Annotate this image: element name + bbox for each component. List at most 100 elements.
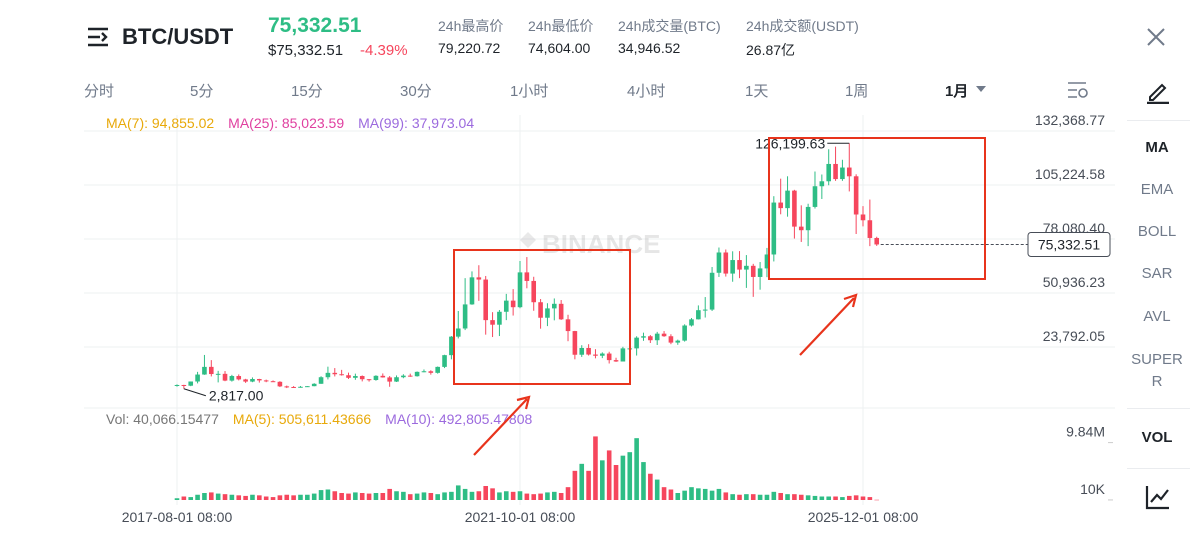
volume-bar	[483, 486, 488, 500]
y-tick-label: 132,368.77	[1035, 112, 1105, 128]
indicator[interactable]: SUPER R	[1131, 351, 1183, 390]
menu-icon[interactable]	[86, 26, 114, 48]
candle-body	[442, 355, 447, 367]
volume-bar	[332, 491, 338, 500]
candle-body	[174, 384, 180, 386]
interval-tab[interactable]: 4小时	[627, 83, 666, 100]
candle-body	[744, 265, 749, 270]
candle-body	[757, 268, 763, 277]
candle-body	[689, 319, 694, 326]
divider	[1127, 120, 1190, 121]
candle-body	[668, 336, 674, 343]
candle-body	[531, 280, 537, 303]
usd-price: $75,332.51	[268, 42, 344, 59]
volume-bar	[435, 494, 440, 500]
indicator[interactable]: MA	[1145, 139, 1169, 156]
volume-bar	[716, 488, 722, 500]
interval-tab[interactable]: 1周	[845, 83, 869, 100]
candle-body	[860, 214, 866, 221]
x-tick-label: 2025-12-01 08:00	[808, 509, 919, 525]
interval-tab[interactable]: 分时	[84, 83, 115, 100]
chart-type-icon[interactable]	[1145, 484, 1171, 510]
volume-bar	[291, 495, 296, 500]
volume-bar	[648, 473, 653, 500]
candle-body	[359, 376, 365, 380]
candle-body	[702, 309, 708, 311]
x-tick-label: 2021-10-01 08:00	[465, 509, 576, 525]
volume-bar	[373, 493, 379, 500]
candle-body	[545, 308, 550, 318]
volume-bar	[750, 494, 756, 500]
indicator[interactable]: AVL	[1143, 308, 1171, 325]
indicator[interactable]: SAR	[1141, 265, 1173, 282]
candle-body	[826, 163, 831, 182]
volume-bar	[545, 492, 550, 500]
volume-bar	[538, 493, 543, 500]
interval-tab-active[interactable]: 1月	[945, 83, 969, 100]
candle-body	[366, 379, 372, 381]
candle-body	[510, 300, 516, 308]
draw-tool-icon[interactable]	[1145, 80, 1171, 104]
interval-tab[interactable]: 5分	[190, 83, 214, 100]
volume-bar	[833, 496, 838, 500]
volume-bar	[620, 455, 626, 500]
volume-bar	[346, 493, 351, 500]
stat-label: 24h成交额(USDT)	[746, 18, 859, 34]
indicator[interactable]: EMA	[1140, 181, 1174, 198]
volume-bar	[682, 490, 687, 500]
interval-tab[interactable]: 30分	[400, 83, 432, 100]
vol-legend: MA(5): 505,611.43666	[233, 411, 371, 427]
volume-bar	[236, 495, 242, 500]
candle-body	[867, 220, 873, 238]
candle-body	[565, 319, 571, 332]
interval-tab[interactable]: 15分	[291, 83, 323, 100]
indicator[interactable]: BOLL	[1137, 223, 1177, 240]
candle-body	[401, 375, 406, 378]
volume-bar	[380, 493, 386, 500]
x-tick-label: 2017-08-01 08:00	[122, 509, 233, 525]
volume-bar	[250, 494, 255, 500]
volume-bar	[298, 494, 303, 500]
settings-icon[interactable]	[1066, 80, 1090, 100]
y-tick-label: 105,224.58	[1035, 166, 1105, 182]
volume-bar	[531, 494, 537, 500]
candle-body	[661, 333, 667, 337]
candle-body	[586, 347, 591, 355]
arrow	[473, 395, 531, 456]
volume-bar	[798, 494, 804, 500]
volume-bar	[641, 462, 646, 500]
candle-body	[195, 374, 200, 382]
volume-bar	[600, 460, 605, 500]
candle-body	[435, 366, 440, 373]
volume-bar	[407, 494, 413, 500]
stat-label: 24h最高价	[438, 18, 504, 34]
volume-bar	[757, 494, 763, 500]
volume-bar	[819, 496, 825, 500]
volume-bar	[874, 499, 880, 501]
candle-body	[332, 372, 338, 375]
dropdown-arrow[interactable]	[975, 85, 987, 93]
candle-body	[696, 310, 701, 320]
stat-value: 34,946.52	[618, 40, 681, 56]
volume-bar	[490, 488, 495, 500]
candle-body	[682, 325, 687, 341]
volume-bar	[229, 494, 235, 500]
highlight-box	[453, 249, 631, 385]
candle-body	[257, 379, 262, 381]
min-label: 2,817.00	[209, 388, 264, 404]
volume-bar	[689, 487, 694, 500]
watermark-logo	[520, 232, 536, 248]
candle-body	[654, 333, 660, 341]
volume-bar	[174, 498, 180, 500]
volume-bar	[737, 494, 742, 500]
volume-bar	[572, 470, 578, 500]
volume-bar	[222, 494, 228, 500]
interval-tab[interactable]: 1天	[745, 83, 769, 100]
indicator[interactable]: VOL	[1141, 429, 1173, 446]
close-button[interactable]	[1146, 27, 1166, 47]
volume-bar	[785, 494, 790, 500]
interval-tab[interactable]: 1小时	[510, 83, 549, 100]
candle-body	[449, 336, 454, 356]
candle-body	[380, 375, 386, 378]
candle-body	[284, 386, 290, 388]
